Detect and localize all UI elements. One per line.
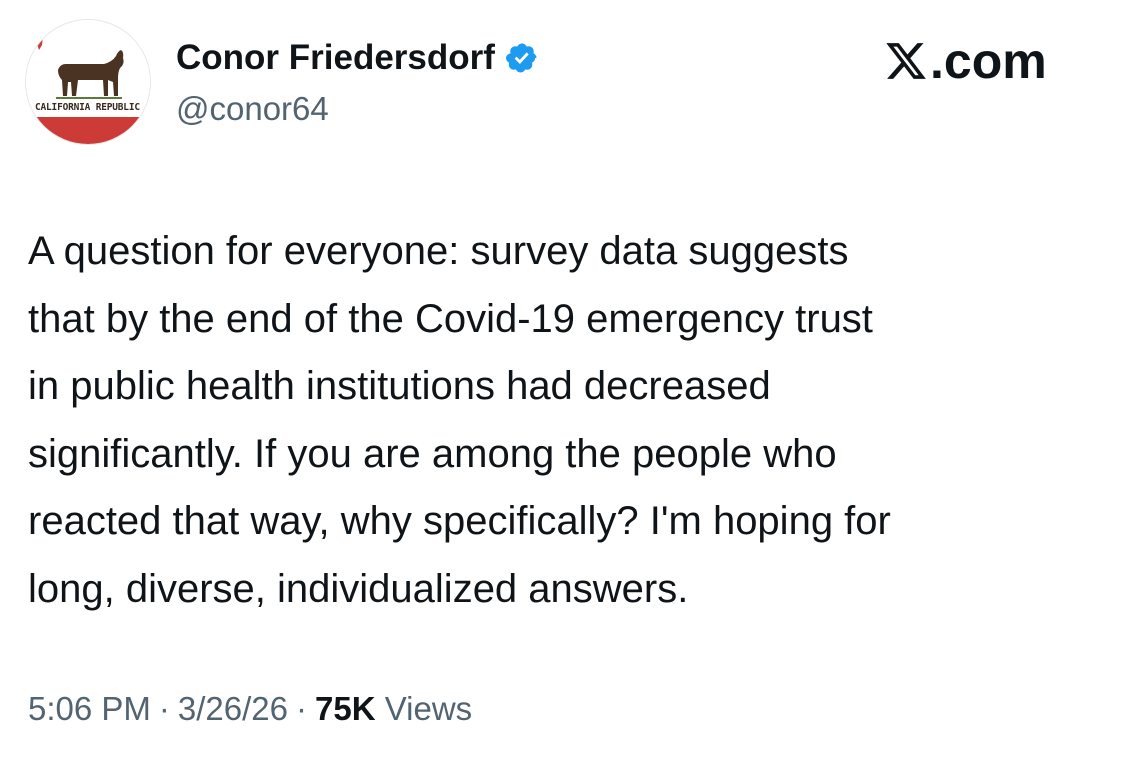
author-name-text: Conor Friedersdorf xyxy=(176,38,495,77)
brand-label: .com xyxy=(930,33,1047,89)
verified-badge-icon xyxy=(505,43,537,73)
x-logo-icon xyxy=(886,43,926,79)
views-count[interactable]: 75K xyxy=(315,690,376,727)
avatar[interactable]: CALIFORNIA REPUBLIC xyxy=(26,20,150,144)
tweet-time[interactable]: 5:06 PM xyxy=(28,690,151,727)
tweet-date[interactable]: 3/26/26 xyxy=(177,690,289,727)
tweet-meta: 5:06 PM · 3/26/26 · 75K Views xyxy=(28,688,472,730)
meta-separator: · xyxy=(158,690,170,727)
author-handle[interactable]: @conor64 xyxy=(176,90,329,127)
meta-separator: · xyxy=(296,690,308,727)
author-display-name[interactable]: Conor Friedersdorf xyxy=(176,36,539,80)
tweet-text: A question for everyone: survey data sug… xyxy=(28,229,891,611)
views-label: Views xyxy=(384,690,473,727)
california-flag-icon xyxy=(26,20,150,144)
brand-watermark: .com xyxy=(884,33,1047,89)
avatar-caption: CALIFORNIA REPUBLIC xyxy=(35,102,140,113)
